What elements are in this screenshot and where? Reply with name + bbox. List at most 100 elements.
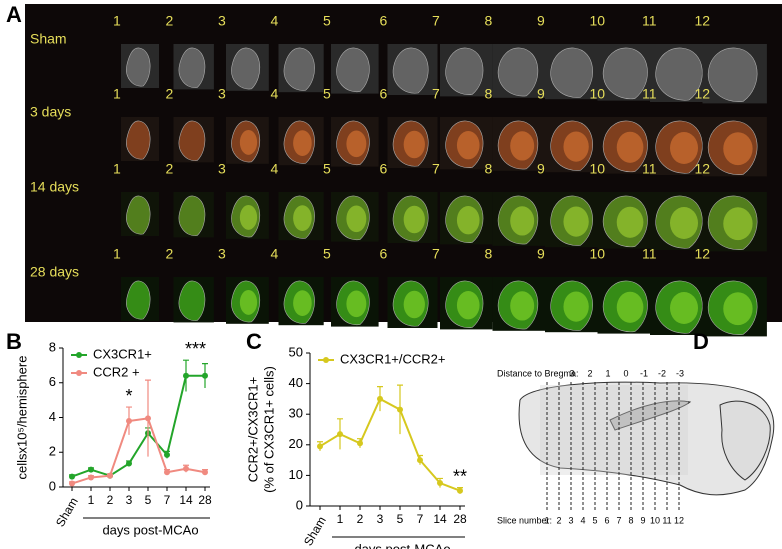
y-tick-label: 0	[296, 497, 303, 512]
stain	[403, 290, 425, 319]
slice-number: 11	[642, 161, 657, 177]
legend-label: CX3CR1+	[93, 346, 152, 361]
brain-section	[231, 47, 260, 90]
panel-letter: B	[6, 329, 22, 354]
stain	[616, 131, 644, 163]
brain-section	[126, 280, 151, 320]
brain-section	[655, 47, 703, 101]
y-tick-label: 10	[289, 467, 303, 482]
data-point	[437, 480, 443, 487]
slice-number: 10	[590, 161, 606, 177]
data-point	[457, 487, 463, 494]
slice-number: 12	[695, 161, 711, 177]
brain-section	[126, 47, 151, 87]
slice-number: 9	[537, 13, 545, 29]
data-point	[145, 415, 151, 422]
stain	[403, 130, 425, 159]
slice-number: 7	[616, 515, 621, 525]
slice-number: 11	[642, 13, 657, 29]
y-tick-label: 6	[49, 374, 56, 389]
x-tick-label: 2	[107, 493, 114, 507]
stain	[723, 207, 753, 241]
bregma-value: -3	[676, 368, 684, 378]
brain-section	[178, 47, 206, 88]
data-point	[69, 473, 75, 480]
stain	[239, 204, 258, 230]
series-line	[71, 417, 206, 485]
slice-number: 9	[537, 246, 545, 262]
bregma-value: -2	[658, 368, 666, 378]
slice-number: 10	[590, 13, 606, 29]
slice-number: 11	[662, 515, 671, 525]
slice-number: 5	[323, 161, 331, 177]
panel-letter: D	[693, 329, 709, 354]
x-tick-label: Sham	[301, 514, 329, 548]
stain	[563, 131, 589, 162]
brain-section	[445, 47, 484, 95]
slice-number: 1	[113, 161, 121, 177]
panel-letter: A	[6, 2, 22, 27]
stain	[670, 207, 698, 239]
stain	[293, 205, 312, 231]
stain	[510, 291, 535, 321]
brain-section	[283, 47, 315, 91]
data-point	[337, 431, 343, 438]
data-point	[397, 406, 403, 413]
stain	[670, 292, 698, 324]
slice-number: 6	[380, 161, 388, 177]
x-tick-label: 2	[357, 512, 364, 526]
significance: ***	[185, 339, 206, 359]
stain	[510, 131, 535, 161]
slice-number: 9	[640, 515, 645, 525]
x-tick-label: 14	[179, 493, 193, 507]
brain-outline	[518, 381, 775, 496]
data-point	[69, 480, 75, 487]
slice-number: 5	[323, 86, 331, 102]
y-tick-label: 40	[289, 375, 303, 390]
legend-marker	[76, 370, 82, 376]
hippocampus	[609, 400, 692, 431]
slice-number: 3	[218, 86, 226, 102]
x-tick-label: 14	[433, 512, 447, 526]
x-tick-label: 1	[88, 493, 95, 507]
row-label: 3 days	[30, 104, 71, 120]
slice-number: 2	[166, 246, 174, 262]
stain	[346, 205, 367, 233]
brain-section	[336, 47, 370, 93]
row-label: 28 days	[30, 264, 79, 280]
slice-number: 1	[113, 246, 121, 262]
slice-number: 5	[323, 246, 331, 262]
brain-section	[550, 47, 593, 98]
slice-number: 4	[271, 246, 279, 262]
slice-number: 12	[674, 515, 684, 525]
x-tick-label: 5	[397, 512, 404, 526]
slice-number: 10	[590, 246, 606, 262]
bregma-value: 2	[587, 368, 592, 378]
data-point	[126, 417, 132, 424]
stain	[293, 130, 312, 156]
data-point	[164, 451, 170, 458]
slice-number: 8	[628, 515, 633, 525]
brain-section	[178, 120, 206, 161]
slice-number: 6	[380, 246, 388, 262]
slice-number: 2	[166, 161, 174, 177]
slice-number: 8	[485, 86, 493, 102]
slice-number: 8	[485, 13, 493, 29]
stain	[239, 129, 258, 155]
stain	[510, 206, 535, 236]
slice-number: 2	[556, 515, 561, 525]
brain-section	[126, 195, 151, 235]
y-tick-label: 20	[289, 436, 303, 451]
x-tick-label: 7	[164, 493, 171, 507]
x-tick-label: 28	[453, 512, 467, 526]
series-line	[319, 397, 461, 492]
brain-section	[707, 47, 758, 102]
stain	[723, 292, 753, 326]
data-point	[417, 457, 423, 464]
x-tick-label: Sham	[53, 495, 81, 529]
stain	[293, 290, 312, 316]
data-point	[126, 460, 132, 467]
slice-number: 11	[642, 86, 657, 102]
y-tick-label: 0	[49, 478, 56, 493]
slice-region	[540, 385, 688, 475]
